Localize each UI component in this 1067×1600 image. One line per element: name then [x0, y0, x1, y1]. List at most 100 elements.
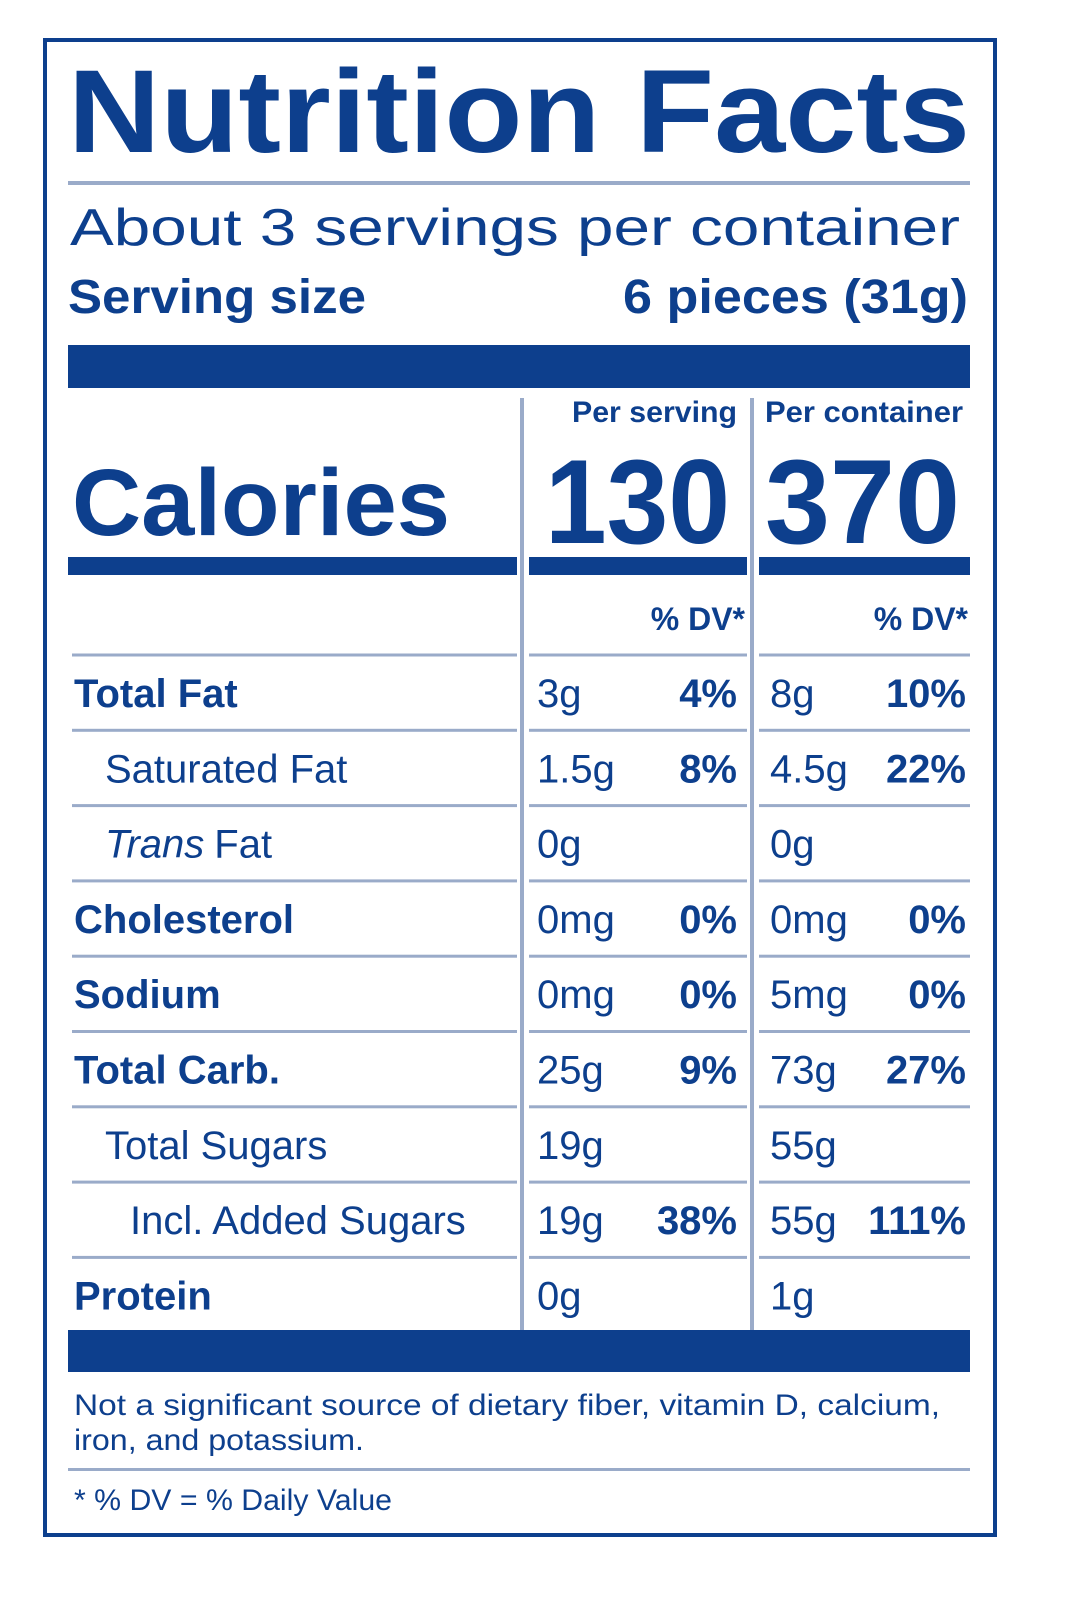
amount: 0mg: [537, 973, 615, 1017]
nutrient-name-text: Cholesterol: [74, 898, 294, 942]
daily-value: 4%: [679, 672, 737, 716]
row-divider: [759, 1255, 970, 1259]
title: Nutrition Facts: [68, 46, 970, 178]
row-divider: [529, 653, 747, 657]
amount: 0mg: [537, 898, 615, 942]
footnote: iron, and potassium.: [74, 1424, 364, 1457]
row-divider: [72, 804, 517, 808]
amount: 4.5g: [770, 747, 848, 791]
amount: 55g: [770, 1124, 837, 1168]
dv-note: * % DV = % Daily Value: [74, 1484, 392, 1517]
calorie-bar: [68, 557, 517, 575]
daily-value: 22%: [886, 747, 966, 791]
nutrient-name: Total Sugars: [105, 1124, 327, 1168]
row-divider: [759, 954, 970, 958]
row-divider: [759, 879, 970, 883]
thick-bar: [68, 1330, 970, 1372]
row-divider: [72, 1180, 517, 1184]
nutrient-name: Total Carb.: [74, 1049, 280, 1093]
calorie-bar: [759, 557, 970, 575]
row-divider: [72, 728, 517, 732]
nutrient-name-text: Sodium: [74, 973, 221, 1017]
row-divider: [529, 1255, 747, 1259]
daily-value: 27%: [886, 1049, 966, 1093]
row-divider: [529, 879, 747, 883]
amount: 0g: [537, 823, 582, 867]
daily-value: 9%: [679, 1049, 737, 1093]
row-divider: [759, 728, 970, 732]
nutrient-name: Cholesterol: [74, 898, 294, 942]
nutrient-name: Sodium: [74, 973, 221, 1017]
daily-value: 111%: [868, 1199, 966, 1243]
daily-value: 0%: [908, 898, 966, 942]
footnote: Not a significant source of dietary fibe…: [74, 1389, 940, 1422]
nutrient-name-text: Total Carb.: [74, 1049, 280, 1093]
nutrient-name-text: Fat: [214, 823, 272, 867]
amount: 5mg: [770, 973, 848, 1017]
row-divider: [759, 1030, 970, 1033]
amount: 55g: [770, 1199, 837, 1243]
nutrient-name: Saturated Fat: [105, 747, 347, 791]
amount: 0g: [537, 1274, 582, 1318]
row-divider: [759, 1105, 970, 1109]
amount: 8g: [770, 672, 815, 716]
amount: 1.5g: [537, 747, 615, 791]
row-divider: [72, 954, 517, 958]
row-divider: [529, 1105, 747, 1109]
dv-header: % DV*: [874, 601, 969, 637]
nutrient-name: Total Fat: [74, 672, 238, 716]
amount: 3g: [537, 672, 582, 716]
thick-bar: [68, 345, 970, 388]
calories-value: 370: [765, 435, 960, 569]
row-divider: [529, 1030, 747, 1033]
column-divider: [750, 398, 754, 1330]
nutrient-rows: Total Fat 3g 4% 8g 10% Saturated Fat 1.5g 8% 4.5…: [72, 653, 970, 1318]
row-divider: [529, 954, 747, 958]
nutrient-name: Trans Fat: [105, 823, 272, 867]
calories-value: 130: [545, 435, 730, 569]
divider: [68, 1468, 970, 1471]
amount: 25g: [537, 1049, 604, 1093]
row-divider: [72, 653, 517, 657]
row-divider: [759, 1180, 970, 1184]
column-header: Per container: [765, 396, 963, 429]
amount: 19g: [537, 1199, 604, 1243]
nutrient-name-italic: Trans: [105, 823, 204, 867]
row-divider: [72, 879, 517, 883]
amount: 0mg: [770, 898, 848, 942]
dv-header: % DV*: [651, 601, 746, 637]
daily-value: 0%: [908, 973, 966, 1017]
servings: About 3 servings per container: [70, 199, 960, 257]
nutrient-name-text: Saturated Fat: [105, 747, 347, 791]
row-divider: [759, 653, 970, 657]
serving-size-label: Serving size: [68, 271, 366, 324]
amount: 0g: [770, 823, 815, 867]
daily-value: 38%: [657, 1199, 737, 1243]
row-divider: [529, 804, 747, 808]
daily-value: 0%: [679, 898, 737, 942]
calorie-bar: [529, 557, 747, 575]
daily-value: 10%: [886, 672, 966, 716]
amount: 1g: [770, 1274, 815, 1318]
nutrient-name-text: Total Sugars: [105, 1124, 327, 1168]
label-border: [43, 38, 997, 1537]
column-divider: [520, 398, 524, 1330]
row-divider: [72, 1105, 517, 1109]
daily-value: 8%: [679, 747, 737, 791]
row-divider: [72, 1255, 517, 1259]
serving-size-value: 6 pieces (31g): [623, 271, 968, 324]
nutrient-name-text: Protein: [74, 1274, 212, 1318]
daily-value: 0%: [679, 973, 737, 1017]
row-divider: [759, 804, 970, 808]
row-divider: [529, 1180, 747, 1184]
amount: 73g: [770, 1049, 837, 1093]
amount: 19g: [537, 1124, 604, 1168]
column-header: Per serving: [572, 396, 737, 429]
divider: [68, 181, 970, 185]
nutrient-name: Incl. Added Sugars: [130, 1199, 466, 1243]
row-divider: [529, 728, 747, 732]
row-divider: [72, 1030, 517, 1033]
nutrient-name-text: Total Fat: [74, 672, 238, 716]
calories-label: Calories: [72, 450, 450, 556]
